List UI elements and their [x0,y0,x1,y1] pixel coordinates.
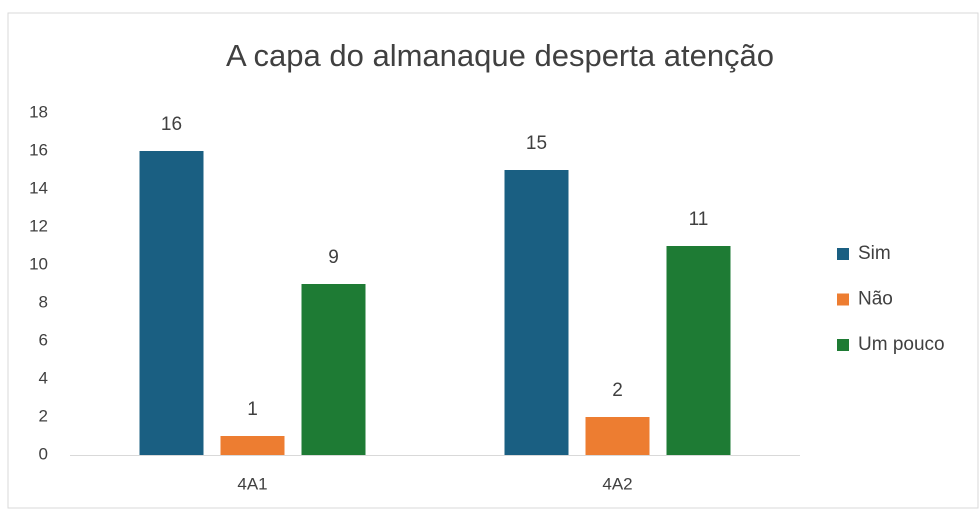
legend-swatch [837,339,849,351]
bar [220,436,285,455]
chart-title: A capa do almanaque desperta atenção [226,38,774,73]
y-tick-label: 0 [39,444,48,463]
bar [301,284,366,455]
legend-swatch [837,293,849,306]
bar [139,151,204,455]
y-tick-label: 12 [29,216,48,235]
bar [666,246,731,455]
y-tick-label: 10 [29,254,48,273]
data-label: 11 [689,209,709,230]
data-label: 16 [161,114,182,135]
y-tick-label: 6 [39,330,48,349]
y-tick-label: 16 [29,140,48,159]
x-tick-label: 4A1 [237,474,267,493]
bar [504,170,569,455]
y-tick-label: 2 [39,406,48,425]
y-tick-label: 18 [29,102,48,121]
bar [585,417,650,455]
y-tick-label: 4 [39,368,48,387]
y-tick-label: 14 [29,178,48,197]
data-label: 1 [247,399,258,420]
x-tick-label: 4A2 [602,474,632,493]
legend-label: Sim [858,243,891,264]
data-label: 15 [526,133,547,154]
legend-label: Um pouco [858,334,945,355]
data-label: 9 [328,247,339,268]
data-label: 2 [612,380,623,401]
legend-swatch [837,248,849,260]
legend-label: Não [858,289,893,310]
y-tick-label: 8 [39,292,48,311]
